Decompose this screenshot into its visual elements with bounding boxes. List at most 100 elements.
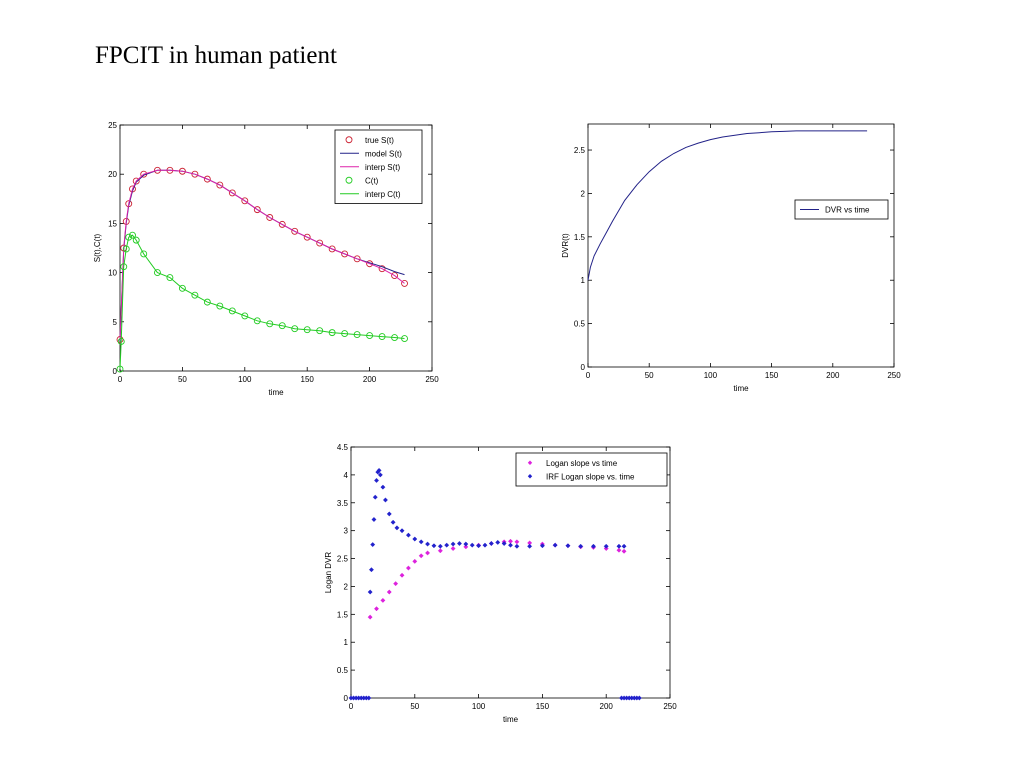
data-point (412, 536, 418, 542)
y-axis-label: S(t),C(t) (93, 233, 102, 262)
x-tick-label: 200 (363, 375, 377, 384)
x-axis-label: time (268, 388, 284, 397)
y-tick-label: 1 (344, 638, 349, 647)
data-point (405, 532, 411, 538)
legend-swatch (345, 136, 353, 144)
data-point (376, 467, 382, 473)
data-point (191, 291, 199, 299)
legend-label: C(t) (365, 176, 379, 185)
data-point (565, 543, 571, 549)
legend-box (515, 452, 668, 487)
data-point (386, 511, 392, 517)
data-point (328, 245, 336, 253)
data-point (616, 543, 622, 549)
data-point (366, 695, 372, 701)
data-point (228, 307, 236, 315)
data-point (216, 181, 224, 189)
y-tick-label: 2 (581, 189, 586, 198)
data-point (291, 227, 299, 235)
y-tick-label: 2.5 (574, 146, 586, 155)
x-tick-label: 150 (301, 375, 315, 384)
data-point (501, 541, 507, 546)
data-point (621, 548, 627, 554)
y-tick-label: 1 (581, 276, 586, 285)
data-point (437, 548, 443, 554)
data-point (153, 269, 161, 277)
x-tick-label: 0 (349, 702, 354, 711)
data-point (380, 597, 386, 603)
data-point (394, 525, 400, 531)
x-tick-label: 200 (826, 371, 840, 380)
data-point (450, 546, 456, 551)
data-point (386, 589, 392, 595)
legend-label: interp C(t) (365, 190, 401, 199)
legend-swatch (527, 474, 533, 479)
data-point (437, 543, 443, 549)
data-point (380, 484, 386, 490)
y-tick-label: 4 (344, 471, 349, 480)
x-tick-label: 200 (600, 702, 614, 711)
series-2 (119, 169, 405, 340)
data-point (367, 614, 373, 620)
y-tick-label: 3 (344, 527, 349, 536)
data-point (166, 274, 174, 281)
data-point (578, 543, 584, 549)
data-point (636, 695, 642, 701)
data-point (450, 541, 456, 547)
legend-label: DVR vs time (825, 206, 870, 215)
y-tick-label: 3.5 (337, 499, 349, 508)
data-point (374, 606, 380, 612)
y-tick-label: 2.5 (337, 555, 349, 564)
data-point (495, 539, 501, 545)
data-point (367, 589, 373, 595)
y-tick-label: 10 (108, 269, 117, 278)
data-point (412, 558, 418, 564)
data-point (353, 255, 361, 263)
data-point (203, 175, 211, 183)
x-axis-label: time (503, 715, 519, 724)
x-tick-label: 50 (410, 702, 419, 711)
legend-label: IRF Logan slope vs. time (546, 472, 635, 481)
legend: true S(t) model S(t) interp S(t) C(t) interp… (334, 129, 423, 204)
data-point (341, 250, 349, 258)
legend-box (794, 199, 889, 220)
data-point (431, 543, 437, 549)
data-point (488, 541, 494, 546)
x-tick-label: 50 (645, 371, 654, 380)
data-point (278, 220, 286, 228)
chart-s-c-fit: 0 50 100 150 200 250 0 5 10 15 20 25 time S(t),C(t) tr… (93, 121, 439, 397)
legend-swatch (527, 460, 533, 465)
data-point (132, 236, 140, 244)
x-tick-label: 100 (238, 375, 252, 384)
plot-area (350, 446, 671, 699)
data-point (527, 543, 533, 549)
x-tick-label: 100 (472, 702, 486, 711)
y-tick-label: 25 (108, 121, 117, 130)
legend-label: true S(t) (365, 136, 394, 145)
series-line (587, 130, 868, 281)
y-axis-label: DVR(t) (561, 233, 570, 258)
data-point (391, 272, 399, 280)
data-point (303, 233, 311, 241)
data-point (129, 231, 136, 239)
legend-label: Logan slope vs time (546, 459, 618, 468)
data-point (399, 528, 405, 534)
data-point (140, 250, 148, 258)
y-tick-label: 0 (581, 363, 586, 372)
series-0 (587, 130, 868, 281)
plot-area (587, 123, 895, 368)
data-point (463, 541, 469, 547)
data-point (514, 543, 520, 549)
data-point (418, 553, 424, 559)
y-tick-label: 1.5 (574, 233, 586, 242)
data-point (469, 542, 475, 548)
data-point (216, 302, 224, 310)
data-point (616, 547, 622, 553)
data-point (377, 472, 383, 478)
data-point (266, 214, 274, 221)
data-point (191, 170, 199, 178)
data-point (241, 312, 249, 320)
legend-label: interp S(t) (365, 163, 400, 172)
x-tick-label: 0 (586, 371, 591, 380)
data-point (368, 567, 374, 573)
